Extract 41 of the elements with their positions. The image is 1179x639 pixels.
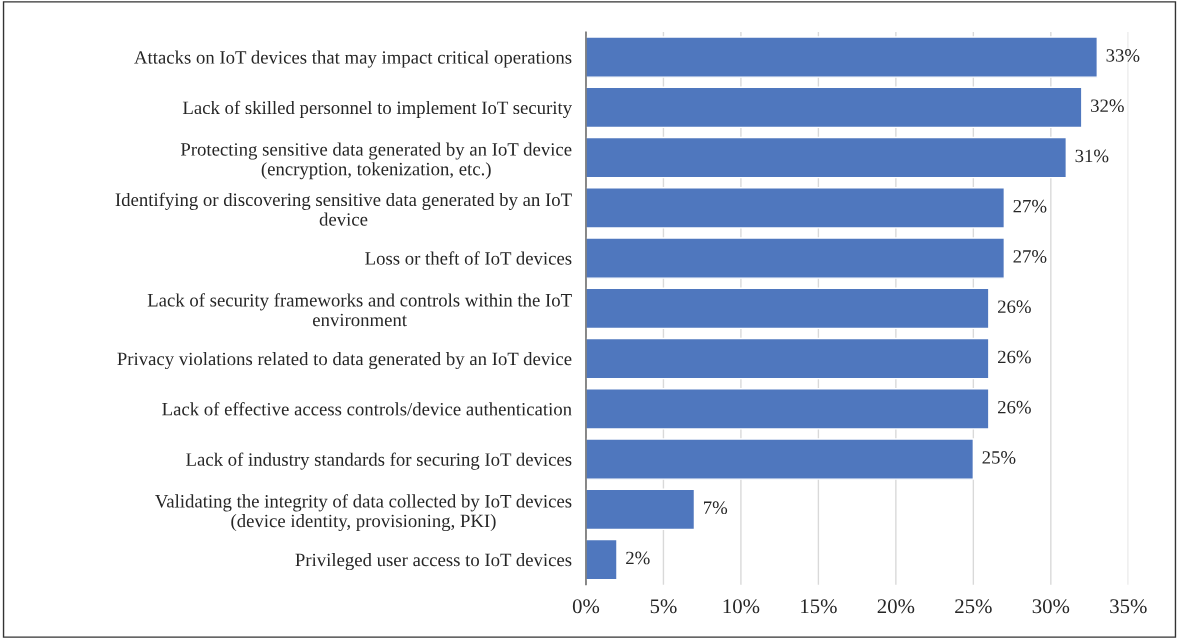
y-tick-label: Privileged user access to IoT devices	[295, 553, 572, 571]
data-label: 25%	[982, 451, 1016, 464]
y-tick-label: Privacy violations related to data generated by an IoT device	[117, 352, 572, 370]
y-tick-label: Lack of industry standards for securing IoT devices	[186, 452, 572, 470]
bar	[585, 488, 696, 531]
x-tick-label: 35%	[1110, 599, 1147, 614]
data-label: 31%	[1075, 149, 1109, 163]
bar	[585, 287, 990, 330]
data-label: 26%	[998, 400, 1031, 414]
bar	[585, 136, 1068, 179]
y-tick-label: Identifying or discovering sensitive data generated by an IoT device	[115, 192, 572, 226]
x-tick-label: 5%	[650, 599, 677, 614]
x-tick-label: 0%	[572, 599, 600, 614]
bar	[585, 187, 1006, 229]
bar	[585, 538, 618, 581]
bar	[585, 337, 990, 380]
y-tick-label: Attacks on IoT devices that may impact critical operations	[134, 50, 572, 68]
bar	[585, 388, 990, 430]
data-label: 2%	[626, 551, 650, 565]
x-tick-label: 15%	[801, 599, 837, 614]
bar	[585, 86, 1083, 129]
y-tick-label: Protecting sensitive data generated by an IoT device (encryption, tokenization, etc.)	[180, 142, 572, 180]
data-label: 7%	[704, 501, 728, 515]
x-tick-label: 25%	[955, 599, 992, 614]
bar	[585, 438, 975, 480]
x-tick-label: 30%	[1032, 599, 1070, 614]
y-tick-label: Loss or theft of IoT devices	[365, 251, 572, 265]
x-tick-label: 20%	[877, 599, 915, 614]
bar	[585, 36, 1099, 78]
y-tick-label: Validating the integrity of data collected by IoT devices (device identity, provisioning, PKI)	[155, 494, 572, 532]
y-tick-label: Lack of skilled personnel to implement IoT security	[182, 100, 572, 118]
y-tick-label: Lack of security frameworks and controls within the IoT environment	[147, 293, 572, 327]
data-label: 33%	[1106, 49, 1140, 62]
data-label: 32%	[1091, 99, 1124, 113]
x-tick-label: 10%	[723, 599, 760, 614]
data-label: 26%	[998, 350, 1031, 364]
bar	[585, 237, 1006, 279]
data-label: 27%	[1013, 199, 1047, 213]
y-tick-label: Lack of effective access controls/device authentication	[162, 402, 572, 416]
data-label: 27%	[1013, 250, 1047, 263]
data-label: 26%	[998, 300, 1031, 314]
